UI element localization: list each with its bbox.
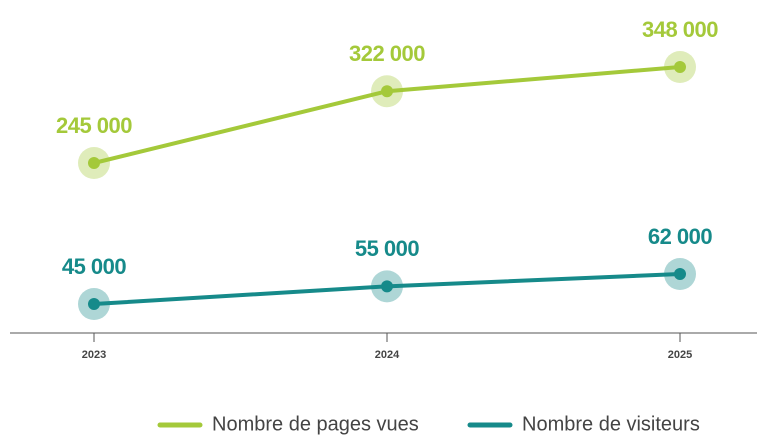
legend-label: Nombre de pages vues [212,413,419,435]
point [381,85,393,98]
point [381,280,393,293]
data-label: 348 000 [642,17,718,42]
point [88,157,100,169]
data-label: 55 000 [355,236,420,261]
data-label: 245 000 [56,113,132,138]
x-tick-label: 2023 [82,349,106,361]
legend-label: Nombre de visiteurs [522,413,700,435]
data-label: 322 000 [349,41,425,66]
x-tick-label: 2025 [668,349,692,361]
point [674,268,686,280]
point [88,298,100,310]
point [674,61,686,73]
data-label: 45 000 [62,254,127,279]
data-label: 62 000 [648,224,713,249]
x-tick-label: 2024 [375,349,400,361]
